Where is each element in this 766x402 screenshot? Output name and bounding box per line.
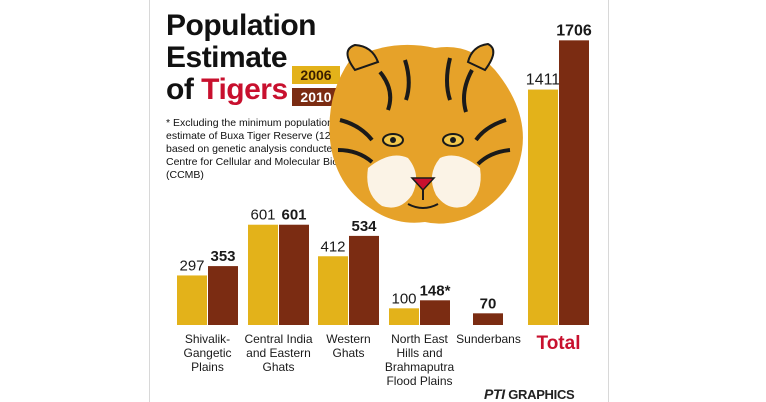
title-line-1: Population [166,9,316,42]
title-accent: Tigers [201,73,288,106]
data-label-2006-1: 601 [250,207,275,224]
data-label-2010-1: 601 [281,207,306,224]
category-label-0: Shivalik-Gangetic Plains [183,332,231,374]
infographic-frame: Population Estimate of Tigers 2006 2010 … [149,0,609,402]
data-label-2006-2: 412 [320,238,345,255]
title-line-2: Estimate [166,41,288,74]
footnote: * Excluding the minimum population estim… [166,117,370,181]
data-label-2010-2: 534 [351,218,377,235]
data-label-2010-3: 148* [420,282,451,299]
chart-marks: 297 353 Shivalik-Gangetic Plains 601 601 Centr… [177,22,592,388]
credit-suffix: GRAPHICS [504,387,575,402]
category-label-1: Central India and Eastern Ghats [244,332,312,374]
category-label-2: Western Ghats [326,332,370,360]
data-label-2006-3: 100 [391,290,416,307]
bar-2010-5 [559,40,589,326]
bar-2010-1 [279,224,309,325]
data-label-2010-4: 70 [480,295,497,312]
bar-2006-5 [528,89,558,325]
bar-2010-0 [208,266,238,325]
legend-2006: 2006 [292,66,340,84]
category-label-3: North East Hills and Brahmaputra Flood Plai… [385,332,455,388]
category-label-4: Sunderbans [456,332,521,346]
bar-2006-0 [177,275,207,325]
data-label-2010-0: 353 [210,248,235,265]
chart-title: Population Estimate of Tigers [166,10,316,106]
bar-2006-2 [318,256,348,325]
bar-chart: 297 353 Shivalik-Gangetic Plains 601 601 Centr… [177,22,592,388]
title-line-3-prefix: of [166,73,202,106]
data-label-2010-5: 1706 [556,22,592,39]
category-label-5: Total [537,333,581,354]
data-label-2006-5: 1411 [526,72,561,89]
tiger-head-illustration [329,42,523,224]
data-label-2006-0: 297 [179,257,204,274]
bar-2006-3 [389,308,419,325]
bar-2010-4 [473,313,503,325]
credit-brand: PTI [484,386,505,402]
bar-2006-1 [248,224,278,325]
bar-2010-2 [349,235,379,325]
legend-2010: 2010 [292,88,340,106]
credit: PTI GRAPHICS [484,386,575,402]
bar-2010-3 [420,300,450,325]
